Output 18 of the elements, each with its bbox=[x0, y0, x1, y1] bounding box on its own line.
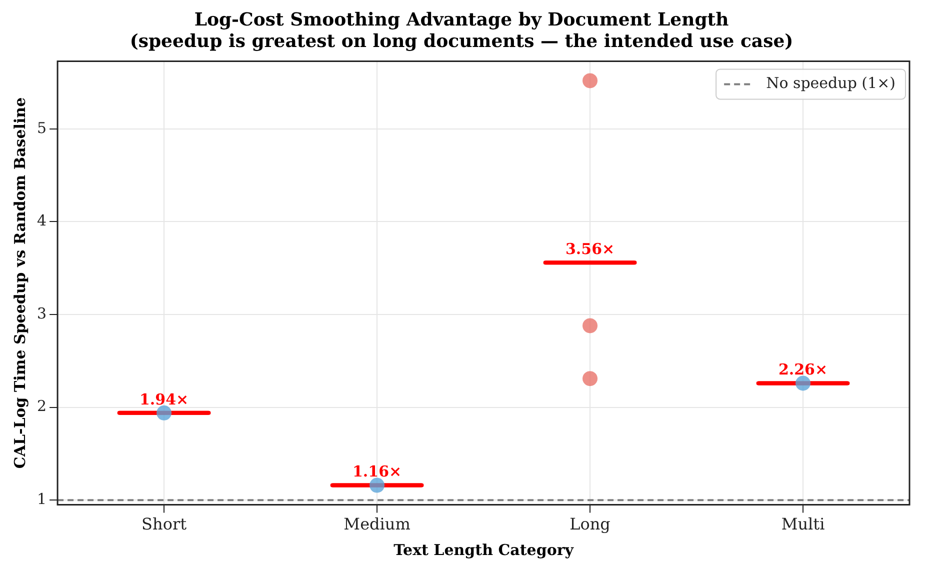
y-axis-title: CAL-Log Time Speedup vs Random Baseline bbox=[10, 97, 29, 469]
y-tick-label: 4 bbox=[36, 212, 47, 230]
x-tick-label: Short bbox=[142, 514, 188, 534]
annotation: 1.94× bbox=[139, 390, 189, 408]
annotation: 1.16× bbox=[352, 462, 402, 481]
annotation: 2.26× bbox=[778, 360, 828, 379]
y-tick-label: 3 bbox=[36, 304, 47, 322]
annotation: 3.56× bbox=[565, 240, 615, 258]
x-tick-label: Multi bbox=[781, 514, 825, 534]
y-tick-label: 5 bbox=[36, 118, 47, 137]
y-tick-label: 1 bbox=[36, 490, 47, 508]
x-tick-label: Long bbox=[570, 514, 610, 534]
legend-label: No speedup (1×) bbox=[766, 74, 896, 92]
chart-subtitle: (speedup is greatest on long documents — the intended use case) bbox=[130, 31, 794, 52]
chart-title: Log-Cost Smoothing Advantage by Document Length bbox=[194, 9, 729, 30]
x-axis-title: Text Length Category bbox=[394, 540, 575, 559]
x-tick-label: Medium bbox=[344, 514, 410, 534]
y-tick-label: 2 bbox=[36, 397, 47, 416]
